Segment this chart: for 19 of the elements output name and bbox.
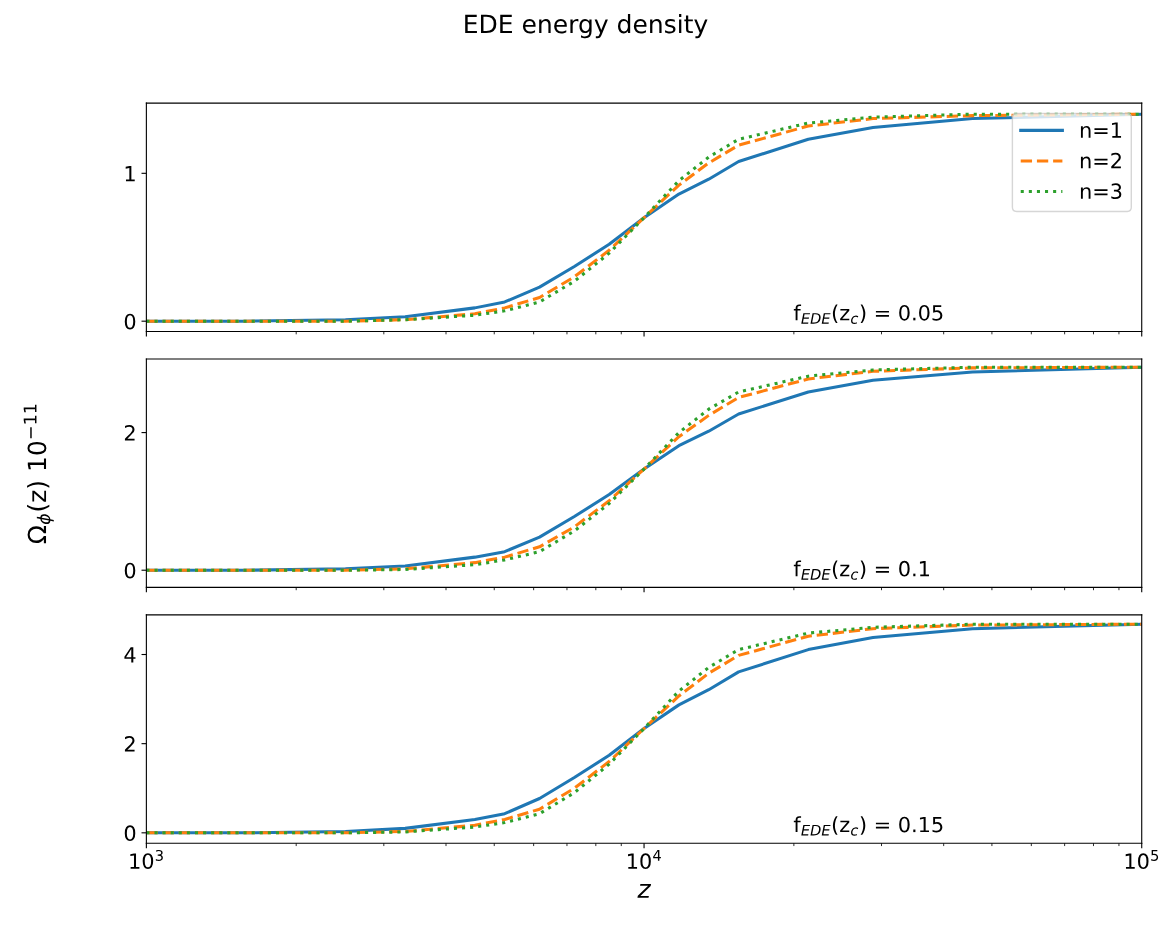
y-tick-label: 1 <box>125 166 135 182</box>
y-tick-label: 0 <box>124 313 136 330</box>
x-tick-label: 10$^{4}$ <box>628 850 661 870</box>
chart-title: EDE energy density <box>465 14 708 39</box>
y-tick-label: 2 <box>124 425 135 441</box>
x-axis-title: z <box>637 884 652 898</box>
annotation: f$_{EDE}$(z$_{c}$) = 0.1 <box>793 560 929 580</box>
y-tick-label: 2 <box>124 736 135 752</box>
y-tick-label: 0 <box>124 825 136 842</box>
legend-label: n=1 <box>1080 122 1122 138</box>
legend-label: n=2 <box>1080 152 1121 169</box>
annotation: f$_{EDE}$(z$_{c}$) = 0.15 <box>793 816 943 836</box>
legend-label: n=3 <box>1080 183 1122 200</box>
x-tick-label: 10$^{3}$ <box>130 849 163 869</box>
annotation: f$_{EDE}$(z$_{c}$) = 0.05 <box>793 304 943 324</box>
x-tick-label: 10$^{5}$ <box>1125 850 1159 870</box>
y-tick-label: 4 <box>124 647 136 663</box>
y-tick-label: 0 <box>124 562 136 579</box>
y-axis-title: Ω$_{ϕ}$(z) 10$^{−11}$ <box>23 404 54 544</box>
